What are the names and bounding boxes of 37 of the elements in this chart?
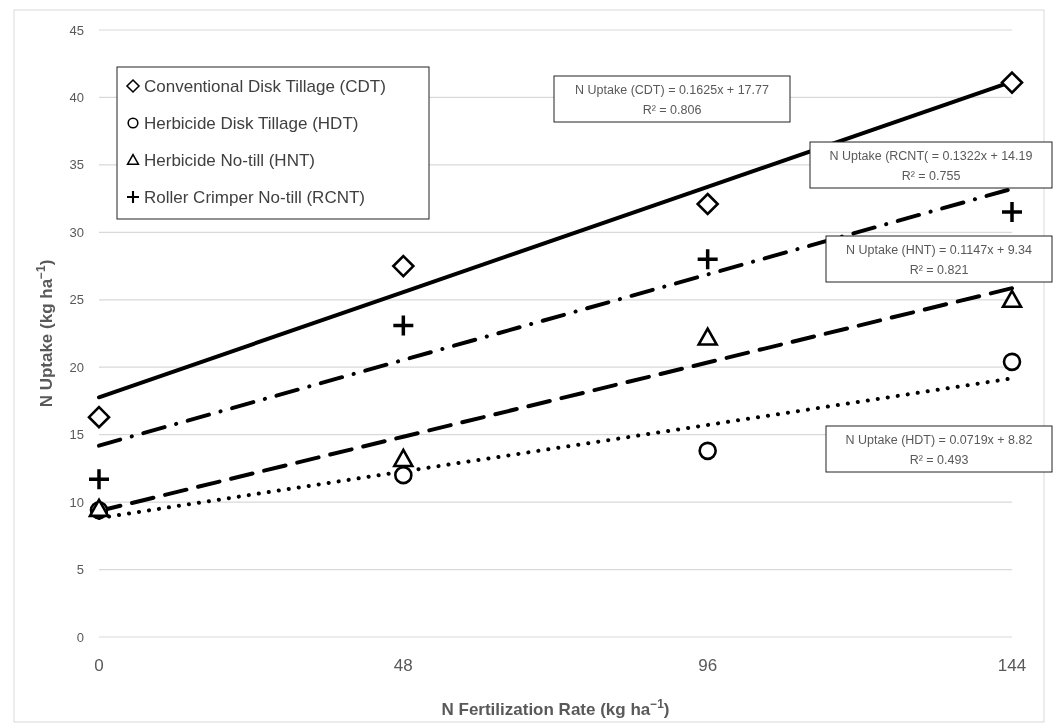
legend-label: Herbicide No-till (HNT) [144, 150, 315, 170]
legend-label: Herbicide Disk Tillage (HDT) [144, 113, 359, 133]
y-tick-label: 5 [76, 562, 84, 578]
annotation: N Uptake (RCNT( = 0.1322x + 14.19 R² = 0.755 [829, 149, 1033, 183]
point [1000, 71, 1024, 94]
x-tick-label: 0 [94, 656, 104, 675]
x-tick-label: 96 [698, 656, 718, 675]
point [1001, 289, 1023, 309]
y-tick-label: 15 [69, 427, 84, 443]
point [698, 441, 717, 461]
x-tick-label: 48 [393, 656, 413, 675]
point [87, 467, 111, 491]
point [1002, 352, 1022, 372]
annotation: N Uptake (HDT) = 0.0719x + 8.82 R² = 0.493 [845, 433, 1033, 467]
point [696, 192, 719, 216]
y-tick-label: 40 [69, 89, 84, 105]
point [87, 405, 111, 429]
legend-label: Conventional Disk Tillage (CDT) [144, 76, 386, 96]
y-tick-label: 30 [69, 224, 84, 240]
point [394, 465, 413, 485]
y-tick-label: 20 [69, 359, 84, 375]
y-tick-label: 45 [69, 22, 84, 38]
x-tick-label: 144 [997, 656, 1027, 675]
point [697, 327, 718, 346]
legend-label: Roller Crimper No-till (RCNT) [144, 187, 365, 207]
point [393, 448, 414, 468]
y-tick-label: 35 [69, 157, 84, 173]
annotation: N Uptake (HNT) = 0.1147x + 9.34 R² = 0.821 [846, 243, 1033, 277]
y-tick-label: 25 [69, 292, 84, 308]
point [695, 247, 720, 272]
point [392, 254, 415, 278]
y-tick-label: 10 [69, 494, 84, 510]
x-axis-title: N Fertilization Rate (kg ha$^{−1}$) [441, 697, 670, 719]
annotation: N Uptake (CDT) = 0.1625x + 17.77 R² = 0.806 [575, 83, 769, 117]
point [1000, 200, 1024, 224]
y-tick-label: 0 [76, 629, 84, 645]
point [391, 313, 416, 338]
